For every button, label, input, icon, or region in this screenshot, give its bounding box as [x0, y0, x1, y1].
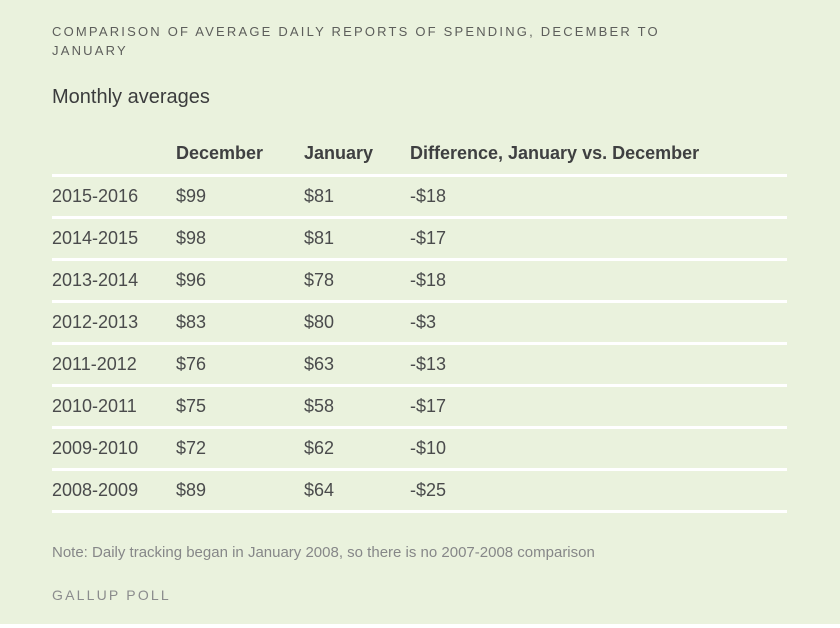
source-label: GALLUP POLL [52, 587, 171, 603]
table-row: 2014-2015 $98 $81 -$17 [52, 217, 787, 260]
january-cell: $62 [304, 438, 335, 458]
spending-table: December January Difference, January vs.… [52, 137, 787, 513]
graphic-subtitle: Monthly averages [52, 86, 210, 108]
difference-cell: -$25 [410, 480, 447, 500]
january-cell: $78 [304, 270, 335, 290]
table-row: 2010-2011 $75 $58 -$17 [52, 385, 787, 428]
table-row: 2015-2016 $99 $81 -$18 [52, 175, 787, 218]
difference-cell: -$13 [410, 354, 447, 374]
col-header-january: January [304, 143, 374, 163]
difference-cell: -$17 [410, 228, 447, 248]
page: COMPARISON OF AVERAGE DAILY REPORTS OF S… [52, 22, 787, 603]
footnote: Note: Daily tracking began in January 20… [52, 544, 595, 561]
january-cell: $80 [304, 312, 335, 332]
period-cell: 2008-2009 [52, 480, 139, 500]
table-row: 2011-2012 $76 $63 -$13 [52, 343, 787, 386]
period-cell: 2009-2010 [52, 438, 139, 458]
december-cell: $99 [176, 186, 207, 206]
table-row: 2009-2010 $72 $62 -$10 [52, 427, 787, 470]
period-cell: 2010-2011 [52, 396, 137, 416]
period-cell: 2012-2013 [52, 312, 139, 332]
table-row: 2008-2009 $89 $64 -$25 [52, 469, 787, 512]
table-row: 2012-2013 $83 $80 -$3 [52, 301, 787, 344]
period-cell: 2011-2012 [52, 354, 137, 374]
december-cell: $83 [176, 312, 207, 332]
december-cell: $72 [176, 438, 207, 458]
december-cell: $98 [176, 228, 207, 248]
col-header-difference: Difference, January vs. December [410, 143, 700, 163]
graphic-title: COMPARISON OF AVERAGE DAILY REPORTS OF S… [52, 22, 787, 60]
difference-cell: -$3 [410, 312, 437, 332]
col-header-december: December [176, 143, 264, 163]
january-cell: $58 [304, 396, 335, 416]
january-cell: $63 [304, 354, 335, 374]
january-cell: $81 [304, 228, 335, 248]
graphic-title-line2: JANUARY [52, 43, 128, 58]
difference-cell: -$18 [410, 186, 447, 206]
bottom-divider [0, 624, 840, 628]
december-cell: $96 [176, 270, 207, 290]
december-cell: $89 [176, 480, 207, 500]
january-cell: $81 [304, 186, 335, 206]
december-cell: $76 [176, 354, 207, 374]
period-cell: 2014-2015 [52, 228, 139, 248]
period-cell: 2013-2014 [52, 270, 139, 290]
difference-cell: -$17 [410, 396, 447, 416]
difference-cell: -$18 [410, 270, 447, 290]
table-row: 2013-2014 $96 $78 -$18 [52, 259, 787, 302]
period-cell: 2015-2016 [52, 186, 139, 206]
col-header-period [52, 137, 176, 176]
january-cell: $64 [304, 480, 335, 500]
difference-cell: -$10 [410, 438, 447, 458]
graphic-title-line1: COMPARISON OF AVERAGE DAILY REPORTS OF S… [52, 24, 660, 39]
table-body: 2015-2016 $99 $81 -$18 2014-2015 $98 $81 -$17 20… [52, 175, 787, 512]
december-cell: $75 [176, 396, 207, 416]
table-header-row: December January Difference, January vs.… [52, 137, 787, 176]
